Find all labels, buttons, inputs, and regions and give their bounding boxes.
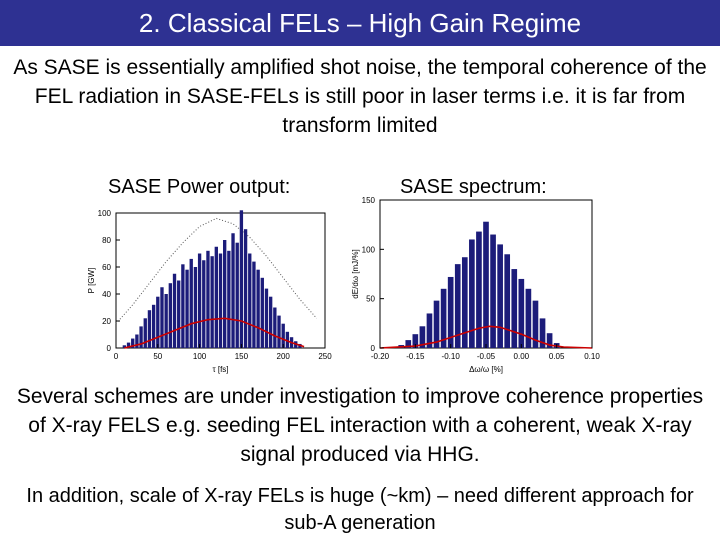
spectrum-x-tick-label: 0.10 xyxy=(584,352,600,361)
spectrum-x-tick-label: -0.10 xyxy=(442,352,461,361)
power-bar xyxy=(189,258,193,348)
spectrum-x-axis-label: Δω/ω [%] xyxy=(469,365,503,374)
power-bar xyxy=(135,334,139,348)
power-bar xyxy=(147,310,152,348)
power-y-tick-label: 80 xyxy=(102,236,111,245)
power-bar xyxy=(223,240,227,348)
power-y-tick-label: 100 xyxy=(98,209,112,218)
power-bar xyxy=(193,267,198,348)
power-x-tick-label: 0 xyxy=(114,352,119,361)
power-bar xyxy=(139,326,143,348)
power-bar xyxy=(260,277,264,348)
spectrum-bar xyxy=(461,257,468,348)
power-bar xyxy=(239,210,244,348)
power-bar xyxy=(281,323,285,348)
power-bar xyxy=(143,318,147,348)
power-chart-label: SASE Power output: xyxy=(108,176,291,198)
spectrum-bar xyxy=(490,234,496,348)
spectrum-bar xyxy=(525,288,532,348)
spectrum-bar xyxy=(497,244,503,348)
power-y-axis-label: P [GW] xyxy=(87,268,96,294)
spectrum-bar xyxy=(419,326,426,348)
spectrum-x-tick-label: 0.05 xyxy=(549,352,565,361)
slide-title: 2. Classical FELs – High Gain Regime xyxy=(138,7,582,38)
power-bar xyxy=(202,260,206,348)
power-x-tick-label: 150 xyxy=(235,352,249,361)
spectrum-bar xyxy=(532,300,539,348)
power-x-tick-label: 200 xyxy=(277,352,291,361)
power-x-tick-label: 50 xyxy=(153,352,162,361)
scale-paragraph: In addition, scale of X-ray FELs is huge… xyxy=(26,485,694,534)
slide-title-bar: 2. Classical FELs – High Gain Regime xyxy=(0,0,720,46)
power-x-tick-label: 100 xyxy=(193,352,207,361)
spectrum-bar xyxy=(440,288,447,348)
spectrum-bar xyxy=(454,264,461,348)
spectrum-x-tick-label: -0.05 xyxy=(477,352,496,361)
power-bar xyxy=(243,229,248,348)
spectrum-chart: 0 50 100 150 -0.20 -0.15 -0.10 -0.05 0.00 0.05 0.1… xyxy=(352,196,600,374)
spectrum-bar xyxy=(511,269,518,348)
power-bar xyxy=(273,307,277,348)
power-average-curve xyxy=(124,317,305,349)
power-bar xyxy=(126,342,131,348)
power-bar xyxy=(218,253,223,348)
power-x-axis-label: τ [fs] xyxy=(212,365,228,374)
power-y-tick-label: 60 xyxy=(102,263,111,272)
power-bar xyxy=(285,331,290,348)
power-bar xyxy=(156,296,160,348)
power-bar xyxy=(210,256,214,348)
power-bar xyxy=(160,287,164,348)
spectrum-average-curve xyxy=(379,325,593,349)
spectrum-bar xyxy=(539,318,546,348)
power-bar xyxy=(277,315,281,348)
spectrum-y-tick-label: 50 xyxy=(366,295,375,304)
power-bar xyxy=(168,283,173,348)
spectrum-y-axis-label: dE/dω [mJ/%] xyxy=(352,249,360,298)
power-bar xyxy=(131,338,135,348)
spectrum-bar xyxy=(504,254,511,348)
spectrum-bar xyxy=(433,300,440,348)
spectrum-y-tick-label: 150 xyxy=(362,196,376,205)
spectrum-bar xyxy=(405,340,412,348)
spectrum-y-tick-label: 100 xyxy=(362,245,376,254)
spectrum-bar xyxy=(518,278,525,348)
spectrum-bar xyxy=(469,239,475,348)
spectrum-y-tick-label: 0 xyxy=(371,344,376,353)
power-bar xyxy=(248,253,252,348)
power-bar xyxy=(185,269,189,348)
power-bar xyxy=(164,294,168,348)
power-bar xyxy=(214,246,218,348)
spectrum-bar xyxy=(483,221,489,348)
power-bar xyxy=(268,296,273,348)
spectrum-bar xyxy=(447,276,454,348)
spectrum-x-tick-label: 0.00 xyxy=(514,352,530,361)
power-bar xyxy=(264,288,269,348)
spectrum-chart-label: SASE spectrum: xyxy=(400,176,547,198)
power-bar xyxy=(252,261,256,348)
power-bar xyxy=(177,280,181,348)
spectrum-bar xyxy=(476,231,482,348)
power-bar xyxy=(235,242,239,348)
power-bar xyxy=(122,345,127,348)
power-bar xyxy=(181,264,185,348)
power-x-tick-label: 250 xyxy=(318,352,332,361)
power-y-tick-label: 20 xyxy=(102,317,111,326)
power-bar xyxy=(231,233,235,348)
power-bar xyxy=(206,250,210,348)
power-y-tick-label: 0 xyxy=(107,344,112,353)
schemes-paragraph: Several schemes are under investigation … xyxy=(16,385,704,466)
power-bar xyxy=(197,253,202,348)
spectrum-bar xyxy=(546,333,553,348)
power-bar xyxy=(256,269,260,348)
spectrum-bar xyxy=(412,334,419,348)
spectrum-x-tick-label: -0.20 xyxy=(371,352,390,361)
spectrum-x-tick-label: -0.15 xyxy=(406,352,425,361)
power-bar xyxy=(227,250,231,348)
power-output-chart: 0 20 40 60 80 100 0 50 100 150 200 250 τ [fs] P [GW] xyxy=(87,209,332,374)
power-y-tick-label: 40 xyxy=(102,290,111,299)
spectrum-bar xyxy=(426,313,433,348)
power-bar xyxy=(151,304,156,348)
power-bar xyxy=(172,273,177,348)
intro-paragraph: As SASE is essentially amplified shot no… xyxy=(13,56,707,137)
